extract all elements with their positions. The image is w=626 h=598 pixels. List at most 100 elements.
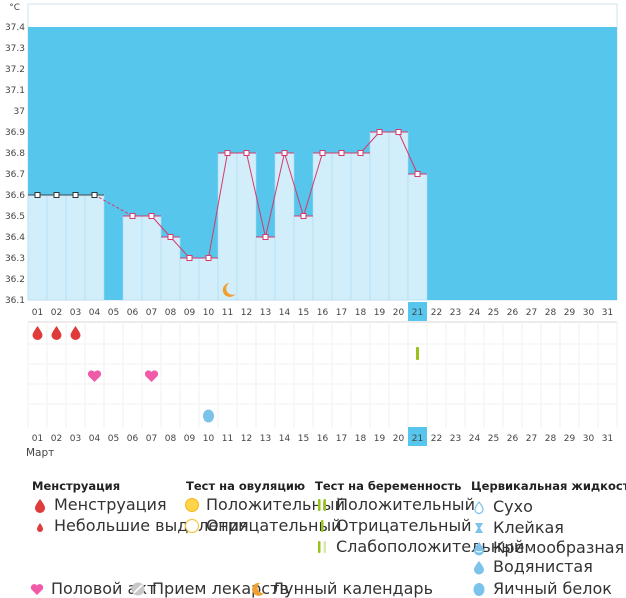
x-tick-label: 16 xyxy=(317,308,329,318)
bottom-day-label: 14 xyxy=(279,434,291,444)
temperature-line-segment xyxy=(151,215,171,238)
bottom-day-label: 07 xyxy=(146,434,157,444)
temperature-line-segment xyxy=(303,152,323,217)
temperature-point xyxy=(148,213,155,219)
y-tick-label: 36.3 xyxy=(5,254,25,264)
temperature-point xyxy=(262,234,269,240)
temperature-point xyxy=(34,192,41,198)
temperature-point xyxy=(91,192,98,198)
x-tick-label: 27 xyxy=(526,308,537,318)
heart-icon xyxy=(30,584,44,595)
bottom-day-label: 28 xyxy=(545,434,557,444)
x-tick-label: 23 xyxy=(450,308,461,318)
bottom-day-label: 26 xyxy=(507,434,519,444)
temperature-line-segment xyxy=(398,131,418,175)
x-tick-label: 22 xyxy=(431,308,442,318)
temperature-point xyxy=(129,213,136,219)
legend-label: Клейкая xyxy=(493,518,564,537)
two-stripes-icon xyxy=(318,499,326,511)
bottom-day-label: 04 xyxy=(89,434,101,444)
x-tick-label: 01 xyxy=(32,308,43,318)
temperature-point xyxy=(300,213,307,219)
y-tick-label: 37.3 xyxy=(5,44,25,54)
temperature-bar xyxy=(331,152,352,301)
moon-icon xyxy=(222,283,236,297)
y-tick-label: 37.1 xyxy=(5,86,25,96)
temperature-point xyxy=(338,150,345,156)
legend-label: Лунный календарь xyxy=(272,579,433,598)
x-tick-label: 19 xyxy=(374,308,386,318)
x-tick-label: 07 xyxy=(146,308,157,318)
temperature-bar xyxy=(217,152,238,301)
legend-label: Менструация xyxy=(54,495,167,514)
temperature-bar xyxy=(407,173,428,301)
temperature-bar xyxy=(122,215,143,301)
bottom-day-label: 16 xyxy=(317,434,329,444)
watery-icon xyxy=(474,561,484,575)
bottom-day-label: 23 xyxy=(450,434,461,444)
legend-label: Половой акт xyxy=(51,579,157,598)
temperature-bar xyxy=(388,131,409,301)
temperature-line-segment xyxy=(284,152,304,217)
legend-label: Сухо xyxy=(493,497,533,516)
x-tick-label: 11 xyxy=(222,308,233,318)
x-tick-label: 26 xyxy=(507,308,519,318)
bottom-day-label: 05 xyxy=(108,434,119,444)
y-tick-label: 37.4 xyxy=(5,23,25,33)
temperature-point xyxy=(243,150,250,156)
temperature-bar xyxy=(65,194,86,301)
legend-label: Положительный xyxy=(336,495,475,514)
intercourse-heart xyxy=(87,370,102,382)
temperature-bar xyxy=(160,236,181,301)
temperature-point xyxy=(205,255,212,261)
temperature-line-segment xyxy=(170,236,190,259)
dry-icon xyxy=(474,501,484,515)
temperature-bar xyxy=(350,152,371,301)
x-tick-label: 21 xyxy=(412,308,423,318)
temperature-bar xyxy=(141,215,162,301)
bottom-day-label: 02 xyxy=(51,434,62,444)
bottom-day-label: 25 xyxy=(488,434,499,444)
x-tick-label: 29 xyxy=(564,308,576,318)
x-tick-label: 15 xyxy=(298,308,309,318)
x-tick-label: 09 xyxy=(184,308,196,318)
bottom-day-label: 12 xyxy=(241,434,252,444)
bottom-day-label: 15 xyxy=(298,434,309,444)
bottom-day-label: 30 xyxy=(583,434,595,444)
y-tick-label: 36.4 xyxy=(5,233,25,243)
x-tick-label: 12 xyxy=(241,308,252,318)
unit-label: °C xyxy=(9,3,20,13)
cervical-fluid-drop xyxy=(203,409,214,423)
temperature-bar xyxy=(179,257,200,301)
small-drop-icon xyxy=(37,523,43,532)
menstruation-drop xyxy=(51,326,62,340)
temperature-bar xyxy=(198,257,219,301)
bottom-day-label: 11 xyxy=(222,434,233,444)
temperature-bar xyxy=(369,131,390,301)
x-tick-label: 02 xyxy=(51,308,62,318)
x-tick-label: 28 xyxy=(545,308,557,318)
temperature-line-segment xyxy=(94,194,133,217)
bottom-day-label: 21 xyxy=(412,434,423,444)
legend-menstruation-title: Менструация xyxy=(32,479,121,493)
bottom-day-label: 22 xyxy=(431,434,442,444)
legend-label: Отрицательный xyxy=(336,516,472,535)
temperature-bar xyxy=(46,194,67,301)
pregnancy-test-stripe xyxy=(416,347,419,360)
menstruation-drop xyxy=(32,326,43,340)
x-tick-label: 04 xyxy=(89,308,101,318)
y-tick-label: 37.2 xyxy=(5,65,25,75)
moon-icon xyxy=(252,582,264,596)
bottom-day-label: 27 xyxy=(526,434,537,444)
legend-pregnancy-title: Тест на беременность xyxy=(315,479,462,493)
bottom-day-label: 08 xyxy=(165,434,177,444)
bottom-day-label: 06 xyxy=(127,434,139,444)
legend-label: Положительный xyxy=(206,495,345,514)
legend-label: Небольшие выделения xyxy=(54,516,249,535)
temperature-bar xyxy=(27,194,48,301)
y-tick-label: 36.8 xyxy=(5,149,25,159)
circle-outline-icon xyxy=(184,518,200,534)
temperature-line-segment xyxy=(360,131,380,154)
legend-label: Водянистая xyxy=(493,557,593,576)
intercourse-heart xyxy=(144,370,159,382)
